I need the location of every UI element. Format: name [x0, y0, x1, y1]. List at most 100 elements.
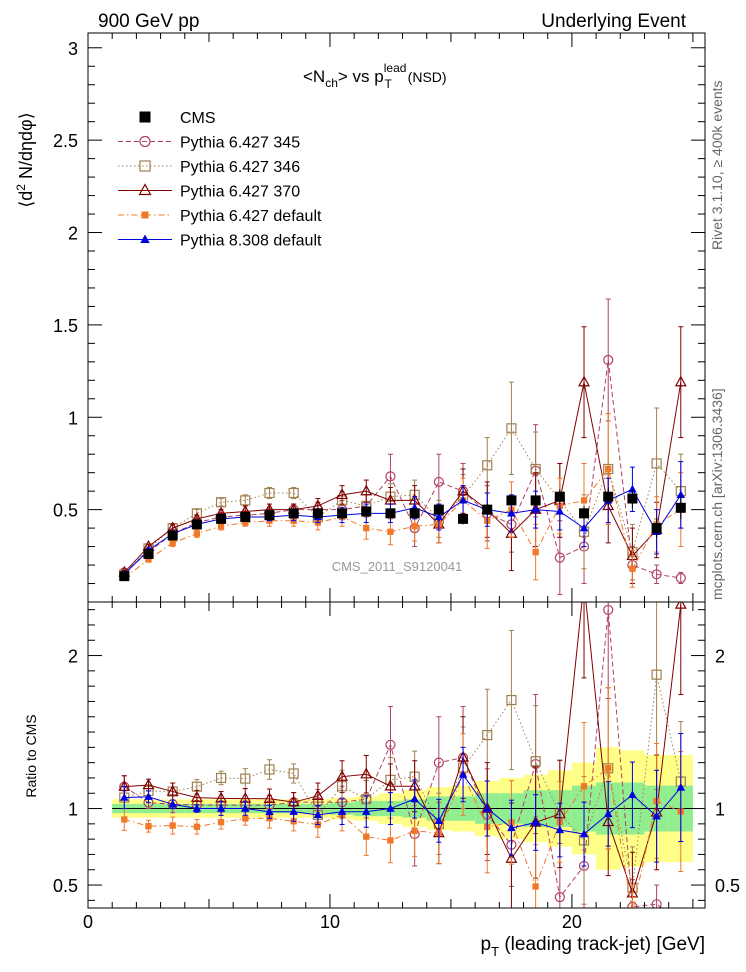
data-layer: [118, 298, 687, 915]
ratio-point: [458, 770, 468, 778]
ratio-point: [193, 823, 201, 830]
data-point: [433, 476, 444, 488]
ratio-point: [190, 790, 203, 802]
ratio-y-tick-label-right: 2: [715, 647, 725, 667]
legend-entry-pythia-6-427-346: Pythia 6.427 346: [118, 159, 300, 176]
ratio-point: [192, 804, 202, 812]
data-point: [145, 556, 152, 563]
legend-entry-pythia-6-427-345: Pythia 6.427 345: [118, 135, 300, 152]
data-point: [530, 495, 541, 506]
data-point: [603, 354, 614, 366]
legend-marker: [139, 111, 151, 123]
data-point: [629, 565, 636, 572]
ratio-point: [361, 807, 371, 815]
data-point: [411, 523, 418, 530]
ylabel-top-sup: 2: [14, 184, 28, 191]
legend-entry-cms: CMS: [139, 110, 216, 127]
top-panel-data: [118, 298, 687, 596]
ratio-y-tick-label: 0.5: [53, 876, 78, 896]
data-point: [578, 375, 590, 387]
legend-marker: [138, 183, 152, 196]
data-point: [603, 491, 614, 502]
data-point: [191, 519, 202, 530]
data-point: [458, 513, 469, 524]
ratio-series-pythia-8-308-default: [120, 733, 686, 867]
data-point: [216, 513, 227, 524]
data-point: [482, 504, 493, 515]
data-point: [651, 458, 662, 469]
y-tick-label: 1.5: [53, 316, 78, 336]
ratio-point: [532, 883, 539, 890]
data-point: [169, 539, 176, 547]
data-point: [312, 508, 323, 519]
y-tick-label: 1: [68, 408, 78, 428]
legend-label: Pythia 6.427 345: [180, 135, 300, 152]
ratio-point: [554, 892, 565, 903]
x-tick-label: 20: [562, 912, 582, 932]
ratio-line: [124, 773, 682, 835]
ratio-point: [674, 602, 687, 609]
title-sub-b: T: [384, 77, 392, 91]
data-point: [363, 524, 370, 532]
y-tick-label: 2.5: [53, 131, 78, 151]
ylabel-top-b: N/dηdφ⟩: [16, 112, 36, 184]
data-point: [409, 508, 420, 519]
ratio-point: [482, 804, 492, 812]
data-point: [579, 523, 589, 532]
ratio-point: [142, 778, 155, 790]
series-line: [123, 359, 681, 579]
legend-label: Pythia 6.427 default: [180, 208, 322, 225]
data-point: [651, 523, 662, 534]
ratio-point: [603, 604, 614, 616]
x-tick-label: 10: [320, 912, 340, 932]
ratio-point: [289, 807, 298, 815]
ratio-y-tick-label: 2: [68, 647, 78, 667]
legend-entry-pythia-6-427-370: Pythia 6.427 370: [118, 183, 300, 201]
data-point: [167, 530, 178, 541]
data-point: [531, 505, 540, 513]
ratio-point: [629, 909, 635, 915]
ratio-point: [580, 783, 588, 790]
data-point: [288, 487, 299, 499]
legend: CMS Pythia 6.427 345 Pythia 6.427 346 Pythi…: [118, 110, 322, 250]
ratio-point: [240, 804, 250, 812]
legend-marker: [141, 211, 149, 219]
y-tick-label: 0.5: [53, 501, 78, 521]
ylabel-top-a: ⟨d: [16, 191, 36, 208]
ratio-point: [166, 784, 179, 796]
ratio-point: [242, 815, 249, 822]
data-point: [361, 506, 372, 517]
data-point: [360, 484, 373, 496]
ratio-series-pythia-6-427-345: [119, 602, 663, 908]
data-point: [336, 488, 349, 500]
series-pythia-6-427-345: [119, 298, 686, 596]
legend-label: CMS: [180, 110, 216, 127]
data-point: [458, 495, 468, 504]
legend-label: Pythia 6.427 346: [180, 159, 300, 176]
ratio-point: [555, 825, 565, 834]
data-point: [506, 423, 517, 434]
series-pythia-6-427-346: [119, 381, 686, 581]
data-point: [580, 497, 588, 504]
title-tail: (NSD): [404, 69, 447, 85]
data-point: [532, 548, 539, 556]
ratio-point: [360, 767, 373, 779]
ratio-panel-data: [118, 602, 687, 915]
ratio-point: [263, 792, 276, 803]
data-point: [240, 512, 251, 523]
ratio-point: [579, 829, 589, 838]
ratio-point: [434, 816, 444, 824]
side-label-top: Rivet 3.1.10, ≥ 400k events: [709, 80, 725, 250]
ratio-point: [482, 730, 493, 741]
ratio-point: [507, 823, 516, 832]
chart-title: <Nch> vs plead T (NSD): [303, 61, 447, 91]
data-point: [675, 502, 686, 513]
y-tick-label: 2: [68, 224, 78, 244]
ratio-point: [506, 694, 517, 706]
axis-ticks: 0 10 20 0.5 1 1.5 2 2.5 3 0.5 0.5 1 1 2 2: [53, 33, 740, 932]
ratio-point: [313, 810, 323, 819]
y-axis-label-bottom: Ratio to CMS: [23, 714, 39, 797]
ratio-point: [531, 817, 540, 826]
data-point: [579, 508, 590, 519]
ratio-line: [124, 602, 682, 895]
